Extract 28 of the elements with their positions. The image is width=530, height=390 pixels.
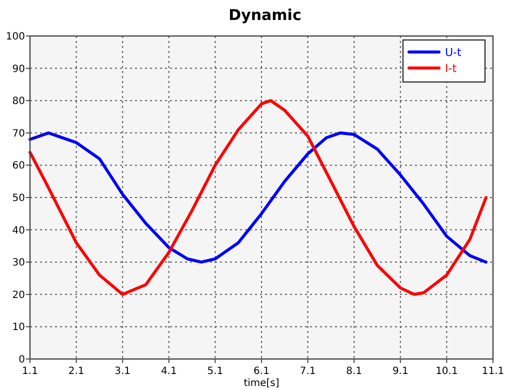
x-tick-label: 5.1 — [207, 366, 224, 377]
x-tick-label: 11.1 — [482, 366, 504, 377]
legend-label: I-t — [445, 62, 458, 75]
y-tick-label: 40 — [12, 225, 25, 236]
y-tick-label: 10 — [12, 322, 25, 334]
line-series — [28, 99, 488, 296]
y-tick-label: 20 — [12, 290, 25, 301]
x-axis-title: time[s] — [244, 378, 280, 389]
y-tick-label: 50 — [12, 193, 25, 204]
y-tick-label: 100 — [6, 32, 25, 42]
x-tick-label: 4.1 — [160, 366, 177, 377]
y-tick-label: 60 — [12, 160, 25, 172]
x-tick-label: 3.1 — [114, 366, 131, 377]
chart-title: Dynamic — [228, 6, 302, 24]
y-tick-label: 90 — [12, 64, 25, 75]
y-tick-label: 0 — [18, 354, 25, 366]
x-tick-label: 6.1 — [254, 366, 270, 377]
y-tick-label: 70 — [12, 128, 25, 140]
x-tick-label: 10.1 — [436, 366, 458, 377]
x-tick-label: 2.1 — [68, 366, 84, 377]
legend-label: U-t — [445, 46, 462, 59]
x-tick-label: 8.1 — [346, 366, 362, 377]
y-tick-label: 80 — [12, 96, 25, 108]
x-tick-label: 1.1 — [22, 366, 38, 377]
line-series — [28, 131, 488, 264]
x-tick-label: 7.1 — [300, 366, 316, 377]
y-tick-label: 30 — [12, 258, 25, 269]
x-tick-label: 9.1 — [392, 366, 408, 377]
